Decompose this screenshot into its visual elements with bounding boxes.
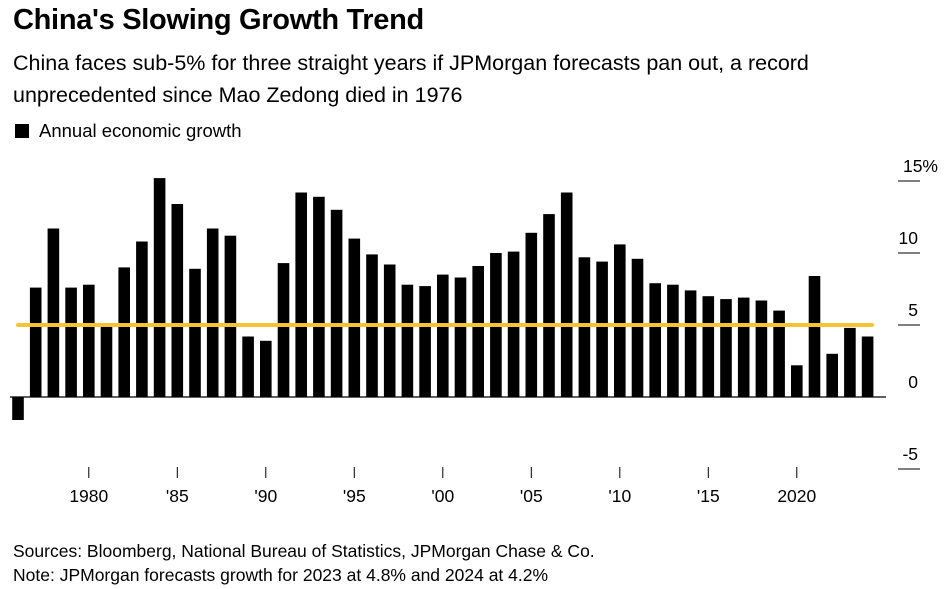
bar-2005	[525, 232, 538, 397]
bar-1997	[383, 264, 396, 397]
x-tick-label: 1980	[69, 486, 108, 506]
y-tick-label: 10	[899, 228, 919, 248]
bar-2002	[472, 266, 484, 397]
legend-swatch	[15, 124, 29, 138]
chart-subtitle: China faces sub-5% for three straight ye…	[13, 51, 809, 107]
bar-1999	[419, 286, 431, 397]
bar-1978	[47, 228, 60, 397]
bar-1988	[224, 235, 237, 397]
bars-group	[12, 178, 874, 420]
bar-1985	[171, 204, 184, 397]
bar-2018	[755, 300, 768, 397]
x-tick-label: '90	[254, 486, 277, 506]
legend-label: Annual economic growth	[39, 120, 242, 141]
bar-2009	[596, 261, 608, 397]
bar-1989	[242, 336, 254, 397]
bar-2021	[808, 276, 821, 397]
bar-2019	[773, 310, 785, 397]
bar-2011	[631, 258, 644, 397]
bar-2000	[437, 274, 449, 397]
y-tick-label: 5	[908, 300, 918, 320]
bar-1977	[29, 287, 42, 397]
bar-2024	[861, 336, 874, 397]
bar-1993	[313, 196, 325, 397]
x-tick-label: 2020	[777, 486, 816, 506]
bar-2007	[560, 192, 573, 397]
y-tick-label: 0	[908, 372, 918, 392]
bar-2014	[684, 290, 697, 397]
bar-1979	[65, 287, 77, 397]
bar-2001	[454, 277, 467, 397]
bar-1976	[12, 397, 24, 420]
x-tick-label: '15	[697, 486, 720, 506]
sources-text: Sources: Bloomberg, National Bureau of S…	[13, 541, 595, 561]
bar-2020	[791, 365, 803, 397]
footer-notes: Sources: Bloomberg, National Bureau of S…	[13, 539, 595, 587]
bar-2012	[649, 283, 661, 397]
x-tick-label: '85	[166, 486, 189, 506]
bar-2017	[737, 297, 750, 397]
bar-1998	[401, 284, 414, 397]
bar-2022	[826, 353, 838, 397]
bar-1986	[189, 268, 201, 397]
bar-1992	[295, 192, 307, 397]
bar-2023	[844, 327, 856, 397]
legend: Annual economic growth	[15, 120, 242, 142]
chart-title: China's Slowing Growth Trend	[13, 4, 424, 36]
x-tick-label: '00	[431, 486, 454, 506]
x-tick-label: '05	[520, 486, 543, 506]
bar-1990	[260, 340, 272, 397]
bar-1982	[118, 267, 130, 397]
y-tick-label: 15%	[903, 156, 938, 176]
bar-1981	[100, 323, 113, 397]
bar-2016	[720, 299, 732, 397]
bar-1995	[348, 238, 361, 397]
bar-2008	[578, 257, 591, 397]
bar-2006	[543, 214, 555, 397]
bar-1994	[330, 209, 343, 397]
x-axis: 1980 '85 '90 '95 '00 '05 '10 '15 2020	[69, 467, 817, 506]
note-text: Note: JPMorgan forecasts growth for 2023…	[13, 565, 549, 585]
bar-1991	[277, 263, 290, 397]
bar-2010	[614, 244, 626, 397]
y-axis: 15% 10 5 0 -5	[898, 156, 938, 470]
x-tick-label: '95	[343, 486, 366, 506]
bar-2015	[702, 296, 715, 397]
bar-1987	[206, 228, 219, 397]
bar-1980	[83, 284, 95, 397]
y-tick-label: -5	[902, 444, 918, 464]
bar-2013	[667, 284, 679, 397]
bar-1983	[136, 241, 148, 397]
bar-1984	[153, 178, 166, 397]
x-tick-label: '10	[608, 486, 631, 506]
